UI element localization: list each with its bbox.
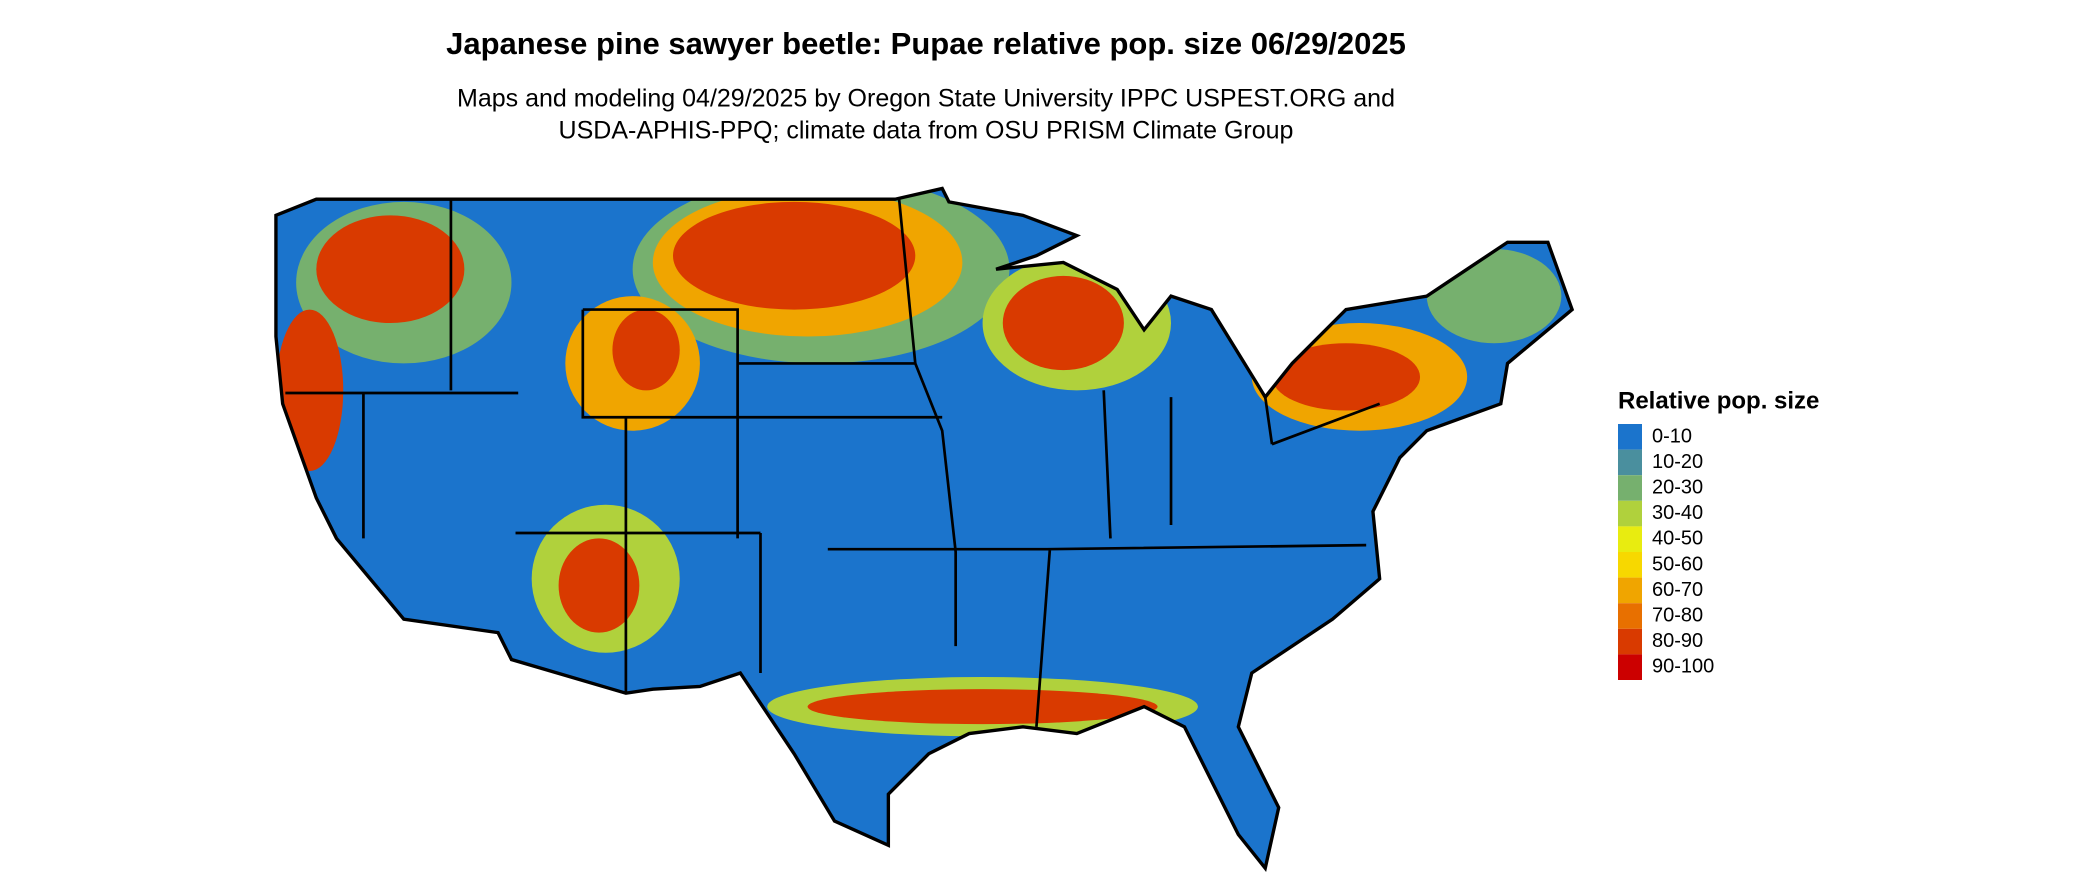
- legend-label: 40-50: [1652, 528, 1703, 550]
- legend-swatch: [1618, 577, 1642, 604]
- legend-label: 10-20: [1652, 451, 1703, 473]
- legend-swatch: [1618, 603, 1642, 629]
- legend-label: 20-30: [1652, 476, 1703, 498]
- legend-label: 30-40: [1652, 502, 1703, 524]
- legend-swatch: [1618, 449, 1642, 476]
- map-subtitle: Maps and modeling 04/29/2025 by Oregon S…: [457, 85, 1395, 113]
- legend: 0-10 10-20 20-30 30-40 40-50 50-60 60-70 70-80 8…: [1618, 424, 1714, 680]
- map: [274, 186, 1575, 872]
- legend-swatch: [1618, 552, 1642, 578]
- map-title: Japanese pine sawyer beetle: Pupae relat…: [446, 26, 1406, 61]
- legend-swatch: [1618, 500, 1642, 527]
- legend-label: 70-80: [1652, 604, 1703, 626]
- legend-label: 50-60: [1652, 553, 1703, 575]
- legend-label: 60-70: [1652, 579, 1703, 601]
- legend-label: 0-10: [1652, 425, 1692, 447]
- legend-label: 90-100: [1652, 656, 1714, 678]
- legend-swatch: [1618, 475, 1642, 501]
- legend-swatch: [1618, 654, 1642, 680]
- legend-swatch: [1618, 628, 1642, 655]
- map-subtitle: USDA-APHIS-PPQ; climate data from OSU PR…: [559, 117, 1294, 145]
- legend-title: Relative pop. size: [1618, 387, 1819, 414]
- legend-label: 80-90: [1652, 630, 1703, 652]
- legend-swatch: [1618, 526, 1642, 552]
- legend-swatch: [1618, 424, 1642, 450]
